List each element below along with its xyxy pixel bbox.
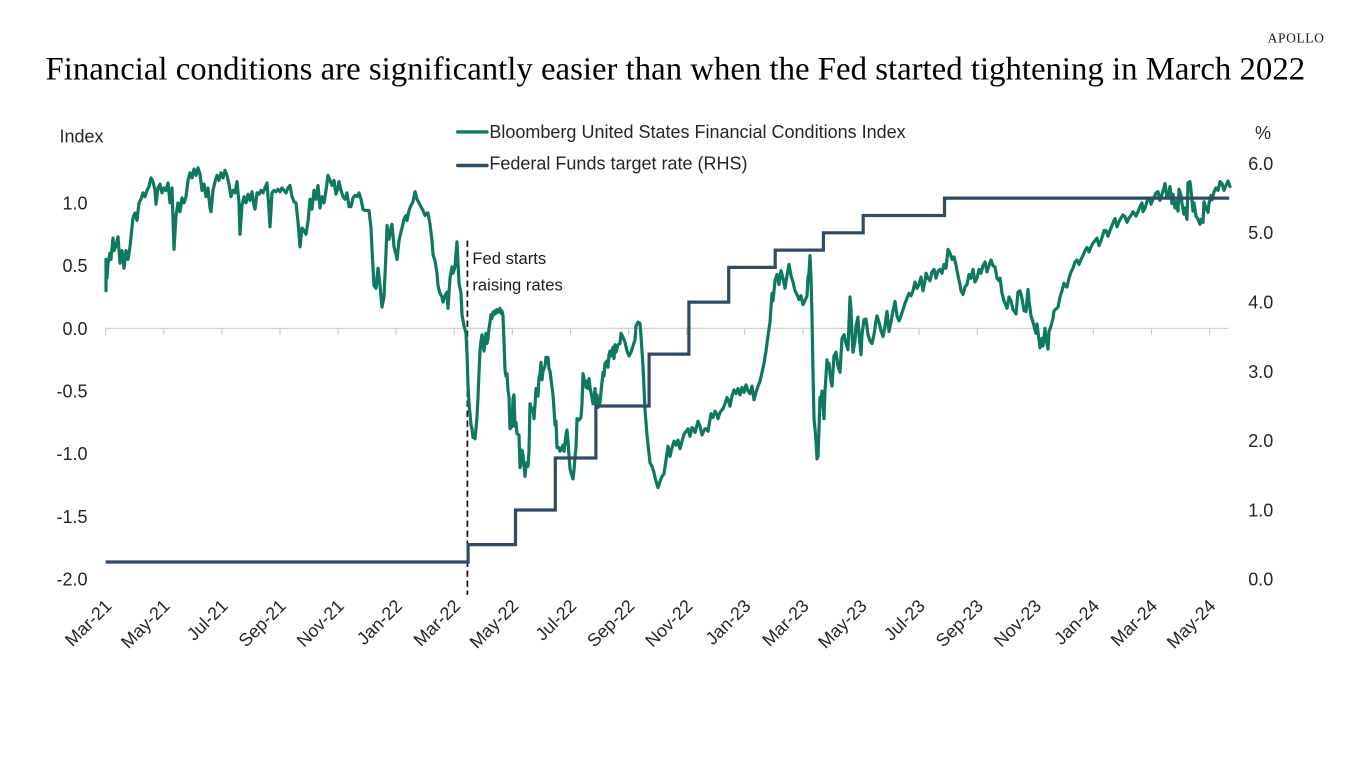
svg-text:Financial conditions are signi: Financial conditions are significantly e… <box>46 52 1306 88</box>
svg-text:2.0: 2.0 <box>1248 431 1273 451</box>
svg-text:-0.5: -0.5 <box>56 382 87 402</box>
svg-text:-2.0: -2.0 <box>56 570 87 590</box>
svg-text:Bloomberg United States Financ: Bloomberg United States Financial Condit… <box>489 122 905 142</box>
svg-text:1.0: 1.0 <box>1248 500 1273 520</box>
svg-text:6.0: 6.0 <box>1248 154 1273 174</box>
svg-text:Fed starts: Fed starts <box>472 249 546 268</box>
svg-text:3.0: 3.0 <box>1248 362 1273 382</box>
svg-text:5.0: 5.0 <box>1248 223 1273 243</box>
svg-text:raising rates: raising rates <box>472 276 562 295</box>
svg-text:-1.5: -1.5 <box>56 507 87 527</box>
svg-text:%: % <box>1255 123 1271 143</box>
svg-text:4.0: 4.0 <box>1248 293 1273 313</box>
svg-text:-1.0: -1.0 <box>56 444 87 464</box>
svg-text:Index: Index <box>60 126 104 146</box>
svg-text:Federal Funds target rate (RHS: Federal Funds target rate (RHS) <box>489 154 747 174</box>
svg-text:0.0: 0.0 <box>1248 570 1273 590</box>
svg-text:1.0: 1.0 <box>62 193 87 213</box>
svg-text:0.5: 0.5 <box>62 256 87 276</box>
svg-text:APOLLO: APOLLO <box>1268 31 1325 46</box>
svg-text:0.0: 0.0 <box>62 319 87 339</box>
